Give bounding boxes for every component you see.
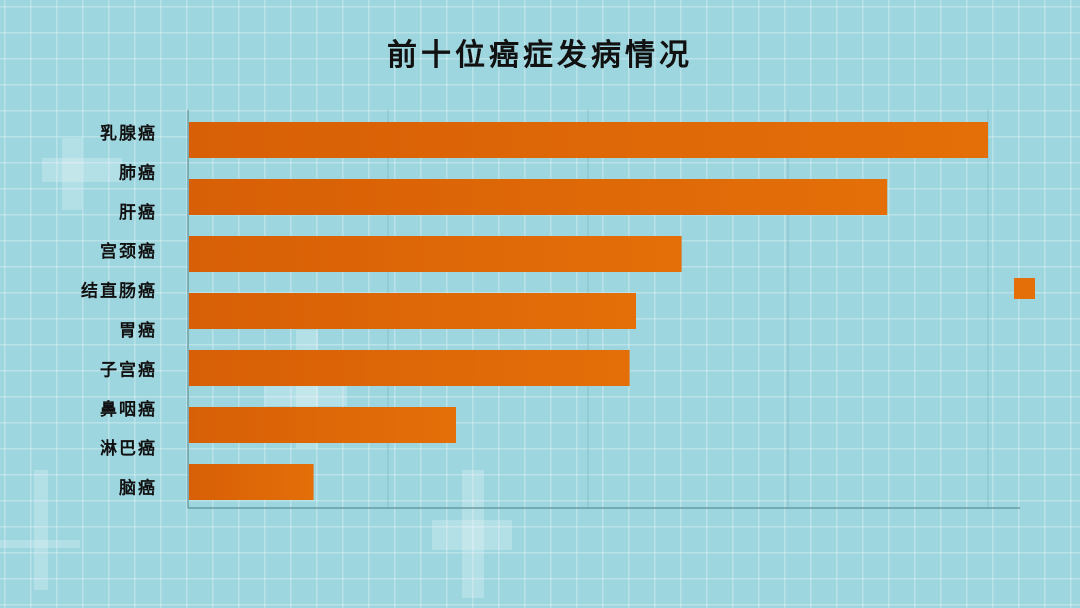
- category-label: 脑癌: [119, 478, 157, 499]
- category-label: 淋巴癌: [100, 438, 157, 459]
- category-label: 乳腺癌: [100, 123, 157, 144]
- category-label: 宫颈癌: [100, 241, 157, 262]
- decorative-cross: [0, 540, 80, 548]
- bar: [189, 407, 456, 443]
- decorative-cross: [42, 158, 122, 182]
- chart-title: 前十位癌症发病情况: [387, 38, 693, 73]
- category-label: 肝癌: [119, 202, 157, 223]
- bar: [189, 236, 682, 272]
- decorative-cross: [62, 138, 82, 210]
- decorative-cross: [432, 520, 512, 550]
- category-label: 鼻咽癌: [100, 399, 157, 420]
- bar: [189, 122, 988, 158]
- category-label: 结直肠癌: [81, 281, 157, 302]
- category-label: 胃癌: [119, 320, 157, 341]
- bar: [189, 464, 314, 500]
- legend-swatch: [1014, 278, 1035, 299]
- bar: [189, 179, 888, 215]
- category-label: 肺癌: [119, 162, 157, 183]
- bar: [189, 293, 636, 329]
- decorative-cross: [34, 470, 48, 590]
- decorative-cross: [462, 470, 484, 598]
- bar: [189, 350, 630, 386]
- category-label: 子宫癌: [100, 359, 157, 380]
